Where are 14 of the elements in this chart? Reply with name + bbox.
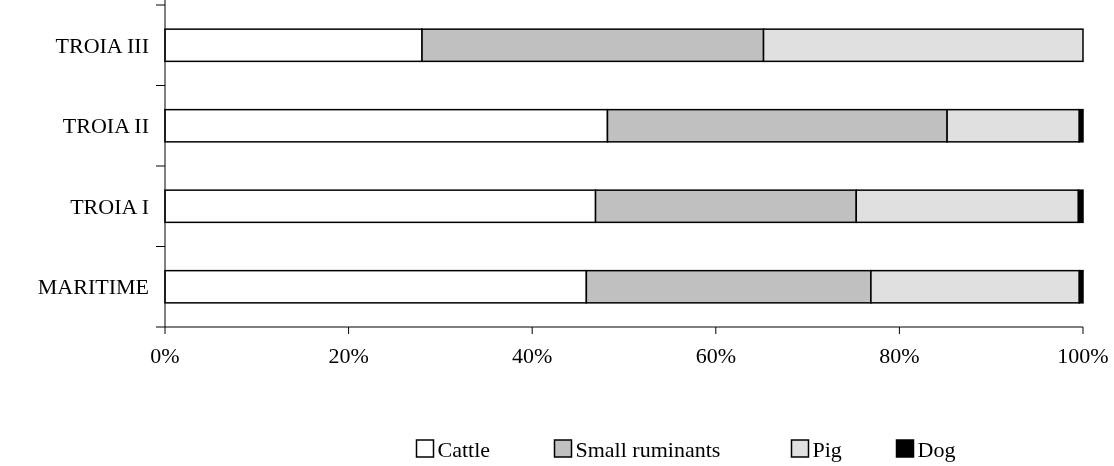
legend-label: Cattle (437, 436, 491, 462)
y-tick-label: TROIA I (70, 193, 149, 219)
x-tick-label: 20% (328, 343, 369, 368)
x-tick-label: 80% (879, 343, 920, 368)
legend-label: Pig (812, 436, 842, 462)
x-tick-label: 100% (1057, 343, 1109, 368)
y-tick-label: TROIA II (62, 113, 149, 139)
legend-label: Small ruminants (575, 436, 721, 462)
y-tick-label: TROIA III (55, 32, 149, 58)
x-tick-label: 60% (695, 343, 736, 368)
legend-label: Dog (917, 436, 956, 462)
x-tick-label: 0% (150, 343, 180, 368)
x-tick-label: 40% (512, 343, 553, 368)
y-tick-label: MARITIME (37, 274, 149, 300)
